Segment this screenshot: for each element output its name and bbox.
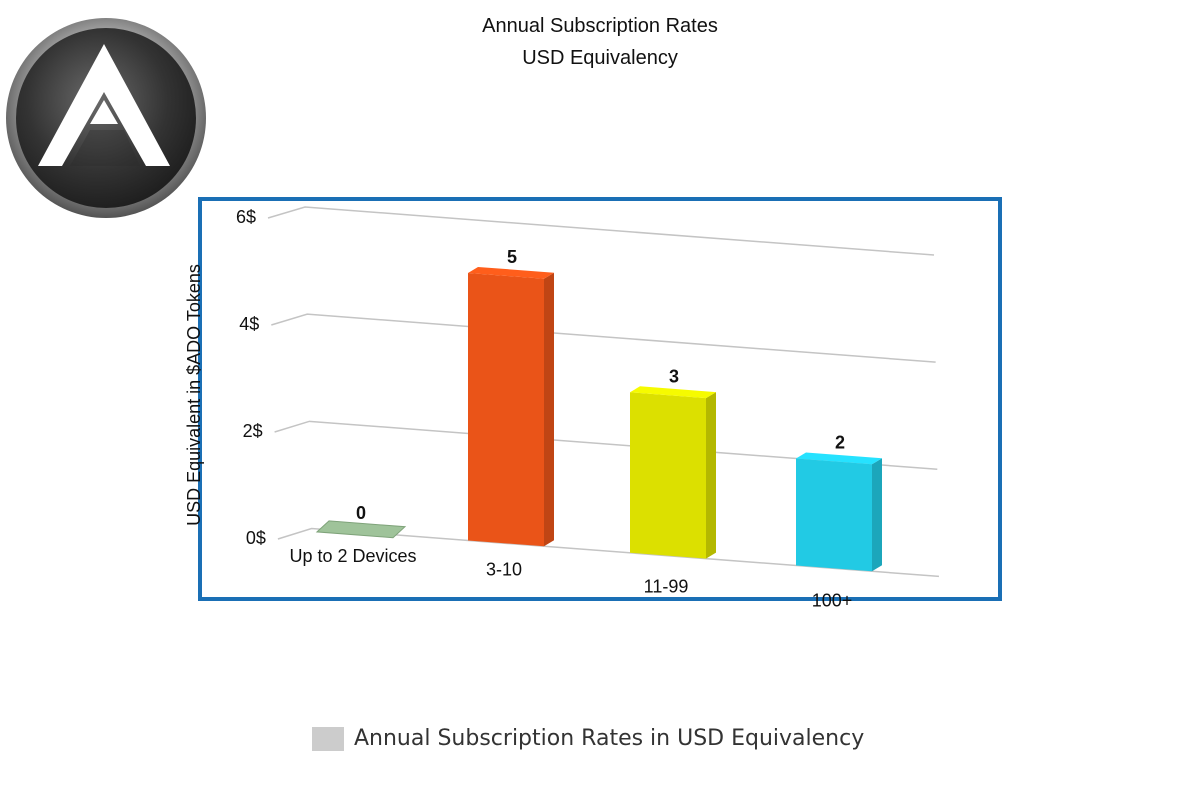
y-tick-label: 4$ — [239, 314, 259, 334]
bar — [468, 266, 554, 547]
y-tick-label: 2$ — [243, 421, 263, 441]
x-tick-label: 11-99 — [644, 577, 689, 597]
x-axis-labels: Up to 2 Devices 3-10 11-99 100+ — [289, 546, 852, 611]
gridline — [274, 420, 938, 470]
data-label: 2 — [835, 432, 845, 452]
chart-title: Annual Subscription Rates — [482, 15, 718, 37]
data-label: 5 — [507, 247, 517, 267]
chart-frame — [198, 197, 1002, 601]
x-tick-label: 100+ — [812, 590, 853, 610]
gridline — [277, 527, 940, 578]
legend: Annual Subscription Rates in USD Equival… — [312, 726, 864, 751]
data-label: 0 — [356, 503, 366, 523]
x-tick-label: Up to 2 Devices — [289, 546, 416, 566]
legend-swatch — [312, 726, 344, 751]
data-labels: 0 5 3 2 — [356, 247, 845, 523]
x-tick-label: 3-10 — [486, 559, 522, 579]
y-axis-ticks: 0$ 2$ 4$ 6$ — [236, 207, 266, 548]
y-tick-label: 6$ — [236, 207, 256, 227]
gridlines — [267, 206, 940, 578]
brand-logo — [6, 18, 206, 218]
gridline — [271, 313, 936, 363]
y-axis-title: USD Equivalent in $ADO Tokens — [184, 264, 204, 526]
data-label: 3 — [669, 366, 679, 386]
legend-label: Annual Subscription Rates in USD Equival… — [354, 726, 865, 751]
bar — [315, 520, 407, 539]
gridline — [267, 206, 935, 256]
bars — [315, 266, 882, 572]
bar — [630, 386, 716, 559]
chart-subtitle: USD Equivalency — [522, 47, 678, 69]
y-tick-label: 0$ — [246, 528, 266, 548]
bar — [796, 452, 882, 572]
